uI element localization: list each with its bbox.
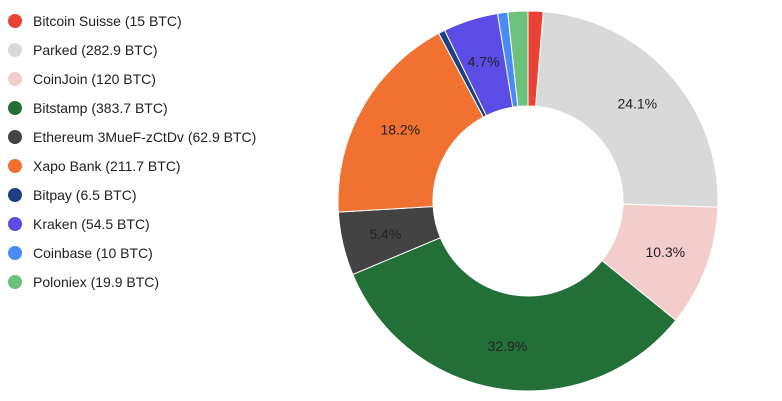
legend-item[interactable]: Bitpay (6.5 BTC) [8, 180, 328, 209]
chart-legend: Bitcoin Suisse (15 BTC) Parked (282.9 BTC… [8, 6, 328, 296]
slice-percent-label: 4.7% [468, 53, 500, 69]
legend-swatch [8, 245, 22, 260]
legend-label: Kraken (54.5 BTC) [33, 215, 150, 232]
donut-slice[interactable] [535, 11, 719, 208]
legend-label: Parked (282.9 BTC) [33, 41, 158, 58]
legend-item[interactable]: Poloniex (19.9 BTC) [8, 267, 328, 296]
legend-item[interactable]: Bitstamp (383.7 BTC) [8, 93, 328, 122]
legend-item[interactable]: Ethereum 3MueF-zCtDv (62.9 BTC) [8, 122, 328, 151]
slice-percent-label: 10.3% [645, 244, 685, 260]
legend-item[interactable]: Kraken (54.5 BTC) [8, 209, 328, 238]
donut-slice[interactable] [337, 32, 485, 213]
legend-swatch [8, 216, 22, 231]
donut-slice[interactable] [352, 237, 677, 392]
slice-percent-label: 24.1% [617, 96, 657, 112]
legend-item[interactable]: Parked (282.9 BTC) [8, 35, 328, 64]
legend-swatch [8, 71, 22, 86]
legend-label: Coinbase (10 BTC) [33, 244, 153, 261]
legend-label: Bitpay (6.5 BTC) [33, 186, 137, 203]
legend-swatch [8, 158, 22, 173]
legend-item[interactable]: Coinbase (10 BTC) [8, 238, 328, 267]
legend-swatch [8, 42, 22, 57]
legend-label: Bitcoin Suisse (15 BTC) [33, 12, 182, 29]
legend-label: Ethereum 3MueF-zCtDv (62.9 BTC) [33, 128, 257, 145]
donut-slice[interactable] [507, 10, 529, 108]
legend-label: Poloniex (19.9 BTC) [33, 273, 160, 290]
legend-label: Bitstamp (383.7 BTC) [33, 99, 168, 116]
slice-percent-label: 5.4% [369, 226, 401, 242]
legend-label: CoinJoin (120 BTC) [33, 70, 156, 87]
legend-swatch [8, 129, 22, 144]
slice-percent-label: 32.9% [488, 338, 528, 354]
legend-item[interactable]: CoinJoin (120 BTC) [8, 64, 328, 93]
legend-item[interactable]: Xapo Bank (211.7 BTC) [8, 151, 328, 180]
slice-percent-label: 18.2% [380, 121, 420, 137]
legend-label: Xapo Bank (211.7 BTC) [33, 157, 181, 174]
legend-swatch [8, 187, 22, 202]
legend-swatch [8, 274, 22, 289]
legend-swatch [8, 13, 22, 28]
legend-swatch [8, 100, 22, 115]
legend-item[interactable]: Bitcoin Suisse (15 BTC) [8, 6, 328, 35]
